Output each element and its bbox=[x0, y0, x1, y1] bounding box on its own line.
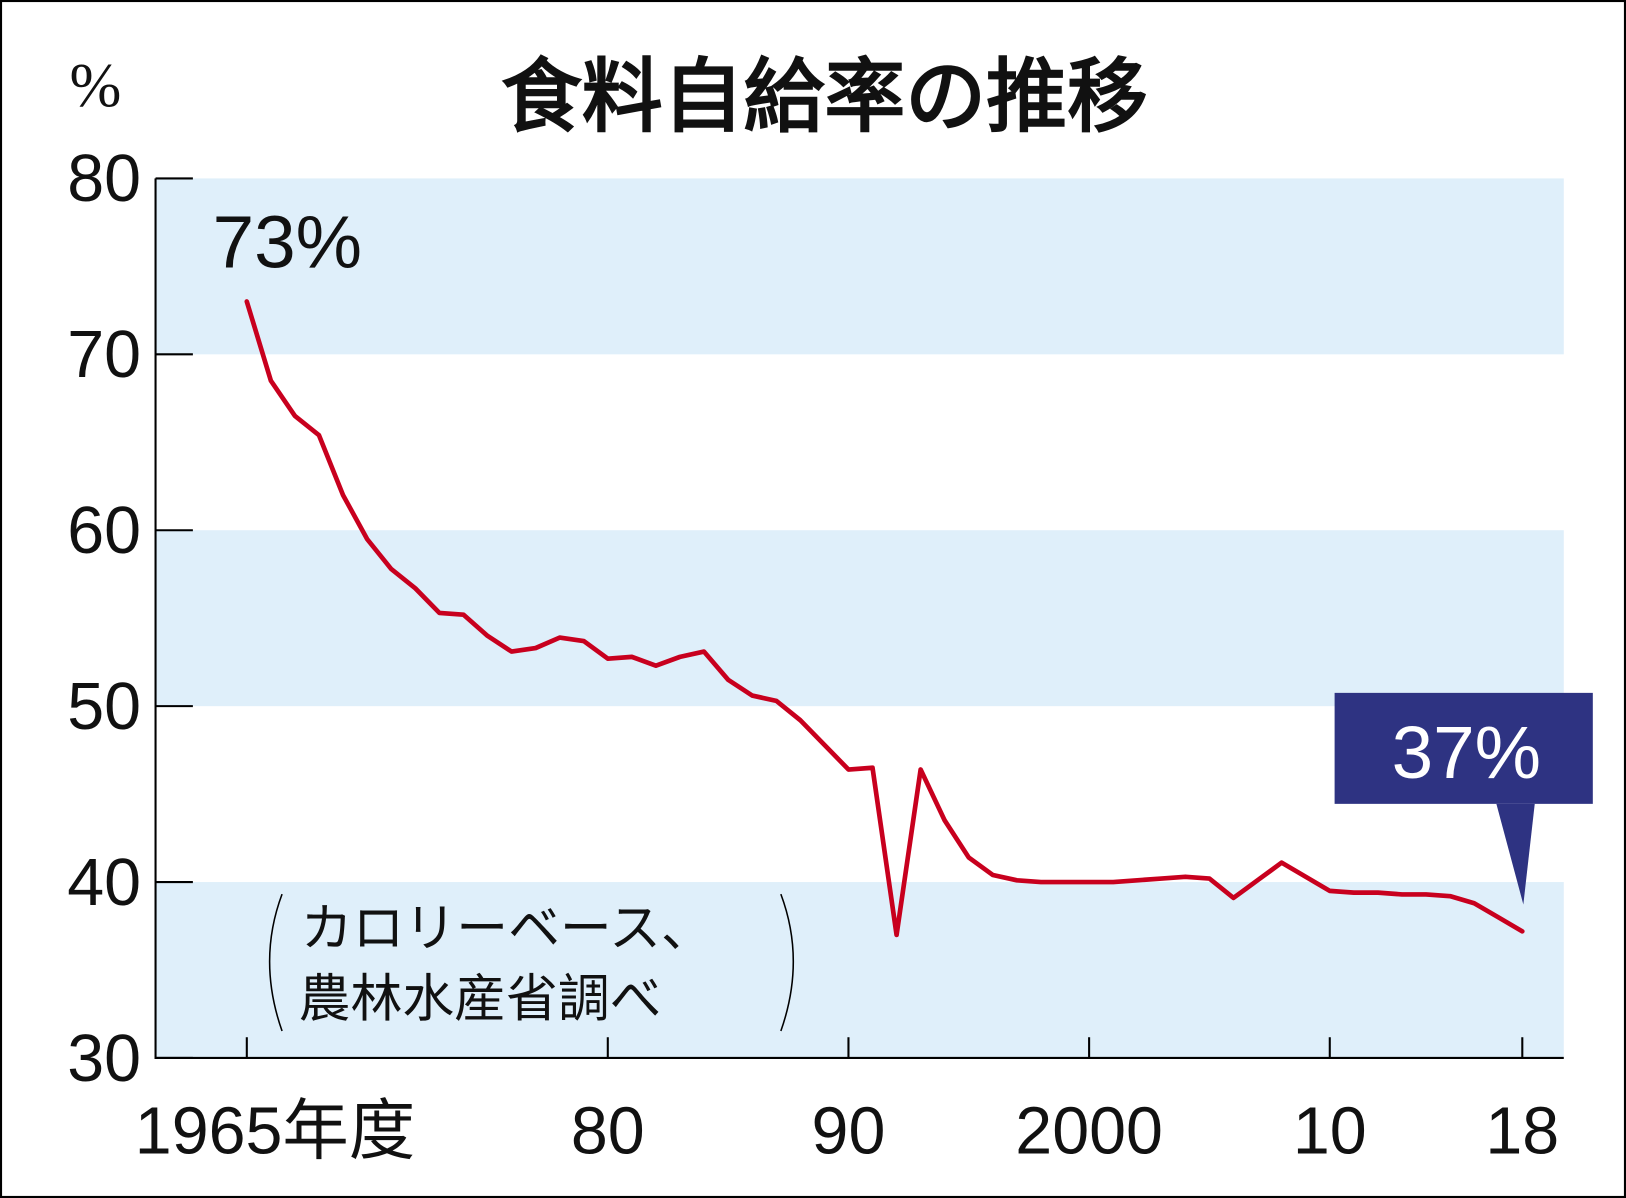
y-axis-unit: % bbox=[69, 52, 121, 120]
source-note: カロリーベース、 農林水産省調べ bbox=[268, 893, 795, 1032]
background-band bbox=[155, 882, 1564, 1058]
x-tick-label: 90 bbox=[812, 1094, 886, 1168]
background-band bbox=[155, 178, 1564, 355]
end-value-label: 37% bbox=[1392, 710, 1541, 794]
note-paren-right bbox=[780, 893, 795, 1032]
y-tick-label: 50 bbox=[67, 670, 141, 744]
y-tick-label: 60 bbox=[67, 494, 141, 568]
note-line-1: カロリーベース、 bbox=[301, 899, 713, 959]
y-tick-label: 40 bbox=[67, 846, 141, 920]
callout-box bbox=[1334, 692, 1593, 804]
y-tick-label: 70 bbox=[67, 318, 141, 392]
background-band bbox=[155, 530, 1564, 707]
x-tick-label: 18 bbox=[1485, 1094, 1559, 1168]
chart-title: 食料自給率の推移 bbox=[501, 50, 1148, 144]
x-tick-label: 2000 bbox=[1015, 1094, 1163, 1168]
x-tick-label: 10 bbox=[1293, 1094, 1367, 1168]
x-tick-label: 1965年度 bbox=[135, 1094, 415, 1168]
end-value-callout: 37% bbox=[1334, 692, 1593, 905]
y-tick-label: 80 bbox=[67, 142, 141, 216]
note-paren-left bbox=[268, 893, 283, 1032]
series-line bbox=[244, 299, 1525, 938]
y-tick-label: 30 bbox=[67, 1022, 141, 1096]
note-line-2: 農林水産省調べ bbox=[299, 969, 662, 1029]
start-value-label: 73% bbox=[213, 200, 362, 284]
x-tick-label: 80 bbox=[571, 1094, 645, 1168]
callout-pointer bbox=[1496, 803, 1535, 905]
